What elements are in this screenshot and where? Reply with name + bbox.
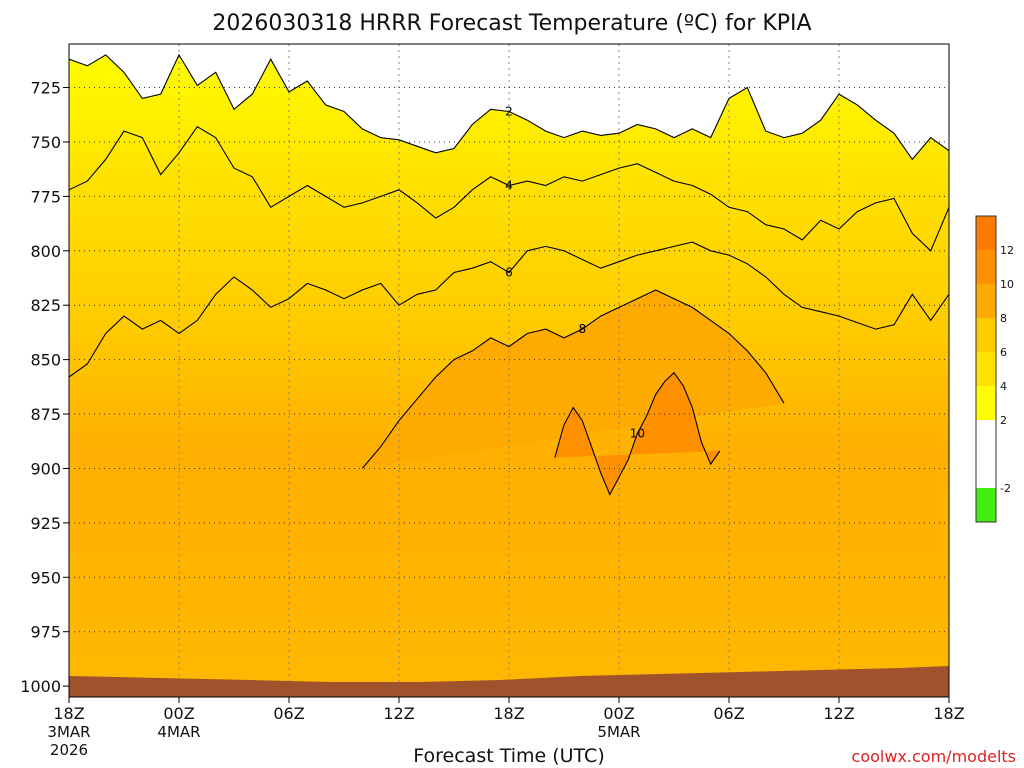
contour-label-4: 4 bbox=[505, 178, 513, 192]
y-axis-ticks: 725 750 775 800 825 850 875 900 925 950 975 1000 bbox=[20, 79, 69, 696]
colorbar-label-6: 6 bbox=[1000, 346, 1007, 359]
y-tick-label-975: 975 bbox=[30, 623, 61, 642]
contour-2 bbox=[69, 53, 949, 161]
plot-area: 2 4 6 8 10 bbox=[69, 44, 949, 697]
temperature-contours: 2 4 6 8 10 bbox=[69, 53, 949, 496]
colorbar-segment-4 bbox=[976, 352, 996, 386]
contour-8 bbox=[361, 289, 785, 469]
colorbar-label-2: 2 bbox=[1000, 414, 1007, 427]
x-tick-year-0: 2026 bbox=[50, 741, 88, 759]
x-tick-label-6: 00Z bbox=[163, 704, 194, 723]
x-tick-date-30: 5MAR bbox=[597, 723, 640, 741]
y-tick-label-875: 875 bbox=[30, 405, 61, 424]
colorbar: -2 2 4 6 8 10 12 bbox=[975, 215, 1014, 523]
y-tick-label-825: 825 bbox=[30, 296, 61, 315]
x-tick-label-12: 06Z bbox=[273, 704, 304, 723]
colorbar-segment-0 bbox=[976, 488, 996, 522]
colorbar-segment-3 bbox=[976, 386, 996, 420]
fill-below-2 bbox=[69, 44, 949, 160]
ground-terrain bbox=[69, 666, 949, 697]
colorbar-segment-8 bbox=[976, 216, 996, 250]
y-tick-label-925: 925 bbox=[30, 514, 61, 533]
y-tick-label-950: 950 bbox=[30, 568, 61, 587]
x-tick-label-42: 12Z bbox=[823, 704, 854, 723]
y-tick-label-725: 725 bbox=[30, 79, 61, 98]
x-axis-label: Forecast Time (UTC) bbox=[413, 745, 604, 767]
y-tick-label-775: 775 bbox=[30, 187, 61, 206]
colorbar-segment-1 bbox=[976, 454, 996, 488]
y-tick-label-850: 850 bbox=[30, 351, 61, 370]
colorbar-label-12: 12 bbox=[1000, 244, 1014, 257]
x-tick-label-0: 18Z bbox=[53, 704, 84, 723]
source-credit: coolwx.com/modelts bbox=[852, 747, 1016, 766]
y-tick-label-750: 750 bbox=[30, 133, 61, 152]
x-tick-label-30: 00Z bbox=[603, 704, 634, 723]
x-tick-date-0: 3MAR bbox=[47, 723, 90, 741]
colorbar-segment-5 bbox=[976, 318, 996, 352]
contour-label-10: 10 bbox=[630, 427, 645, 441]
contour-label-6: 6 bbox=[505, 266, 513, 280]
colorbar-label-4: 4 bbox=[1000, 380, 1007, 393]
contour-6 bbox=[69, 241, 949, 378]
colorbar-label-10: 10 bbox=[1000, 278, 1014, 291]
colorbar-label--2: -2 bbox=[1000, 482, 1011, 495]
chart-title: 2026030318 HRRR Forecast Temperature (ºC… bbox=[212, 11, 811, 36]
x-tick-label-36: 06Z bbox=[713, 704, 744, 723]
contour-10 bbox=[554, 371, 721, 496]
x-tick-label-48: 18Z bbox=[933, 704, 964, 723]
y-tick-label-900: 900 bbox=[30, 459, 61, 478]
x-tick-label-18: 12Z bbox=[383, 704, 414, 723]
colorbar-segment-2 bbox=[976, 420, 996, 454]
x-tick-label-24: 18Z bbox=[493, 704, 524, 723]
colorbar-segment-6 bbox=[976, 284, 996, 318]
contour-label-8: 8 bbox=[579, 322, 587, 336]
x-tick-date-6: 4MAR bbox=[157, 723, 200, 741]
y-tick-label-800: 800 bbox=[30, 242, 61, 261]
fill-above-8 bbox=[362, 290, 784, 469]
colorbar-frame bbox=[975, 215, 997, 523]
colorbar-label-8: 8 bbox=[1000, 312, 1007, 325]
contour-label-2: 2 bbox=[505, 104, 513, 118]
colorbar-segment-7 bbox=[976, 250, 996, 284]
contour-4 bbox=[69, 125, 949, 252]
y-tick-label-1000: 1000 bbox=[20, 677, 61, 696]
